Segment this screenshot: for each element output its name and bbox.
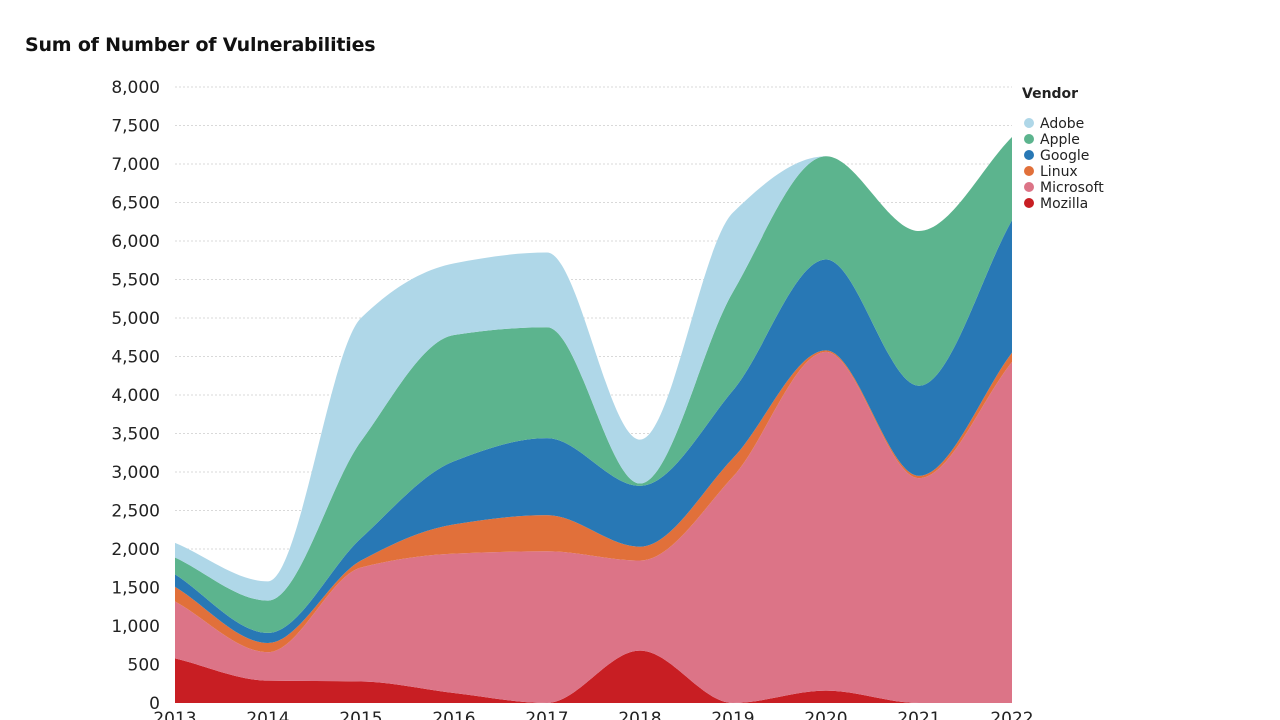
area-series-adobe[interactable] xyxy=(175,137,1012,601)
legend-swatch xyxy=(1024,182,1034,192)
chart-title: Sum of Number of Vulnerabilities xyxy=(25,34,376,56)
legend-swatch xyxy=(1024,150,1034,160)
legend-label: Mozilla xyxy=(1040,196,1088,212)
area-series-microsoft[interactable] xyxy=(175,351,1012,703)
y-tick-label: 4,000 xyxy=(111,386,160,406)
y-tick-label: 2,500 xyxy=(111,502,160,522)
y-tick-label: 2,000 xyxy=(111,540,160,560)
legend[interactable]: Vendor AdobeAppleGoogleLinuxMicrosoftMozi… xyxy=(1022,86,1104,212)
x-tick-label: 2015 xyxy=(339,709,382,720)
y-tick-label: 0 xyxy=(149,694,160,714)
x-tick-label: 2013 xyxy=(153,709,196,720)
legend-item-microsoft[interactable]: Microsoft xyxy=(1024,180,1104,196)
legend-item-mozilla[interactable]: Mozilla xyxy=(1024,196,1088,212)
y-tick-label: 1,500 xyxy=(111,579,160,599)
area-series-group xyxy=(175,137,1012,703)
x-tick-label: 2016 xyxy=(432,709,475,720)
x-tick-label: 2014 xyxy=(246,709,289,720)
y-tick-label: 5,500 xyxy=(111,271,160,291)
y-tick-label: 7,500 xyxy=(111,117,160,137)
y-tick-label: 6,500 xyxy=(111,194,160,214)
x-tick-label: 2020 xyxy=(804,709,847,720)
legend-label: Microsoft xyxy=(1040,180,1104,196)
legend-swatch xyxy=(1024,198,1034,208)
x-tick-label: 2019 xyxy=(711,709,754,720)
x-tick-label: 2022 xyxy=(990,709,1033,720)
y-tick-label: 1,000 xyxy=(111,617,160,637)
y-tick-label: 3,500 xyxy=(111,425,160,445)
legend-label: Apple xyxy=(1040,132,1080,148)
x-tick-label: 2021 xyxy=(897,709,940,720)
legend-label: Linux xyxy=(1040,164,1078,180)
legend-item-apple[interactable]: Apple xyxy=(1024,132,1080,148)
y-tick-label: 500 xyxy=(128,656,160,676)
legend-item-google[interactable]: Google xyxy=(1024,148,1089,164)
y-tick-label: 4,500 xyxy=(111,348,160,368)
x-tick-label: 2018 xyxy=(618,709,661,720)
legend-item-linux[interactable]: Linux xyxy=(1024,164,1078,180)
y-tick-label: 3,000 xyxy=(111,463,160,483)
area-series-apple[interactable] xyxy=(175,137,1012,633)
legend-item-adobe[interactable]: Adobe xyxy=(1024,116,1084,132)
axes: 0 500 1,000 1,500 2,000 2,500 3,000 3,500 4,000 4… xyxy=(111,78,1033,720)
legend-swatch xyxy=(1024,134,1034,144)
legend-title: Vendor xyxy=(1022,86,1078,102)
area-series-google[interactable] xyxy=(175,220,1012,643)
y-tick-label: 7,000 xyxy=(111,155,160,175)
y-tick-label: 5,000 xyxy=(111,309,160,329)
legend-swatch xyxy=(1024,118,1034,128)
legend-label: Adobe xyxy=(1040,116,1084,132)
legend-label: Google xyxy=(1040,148,1089,164)
y-tick-label: 6,000 xyxy=(111,232,160,252)
y-tick-label: 8,000 xyxy=(111,78,160,98)
x-tick-label: 2017 xyxy=(525,709,568,720)
legend-swatch xyxy=(1024,166,1034,176)
